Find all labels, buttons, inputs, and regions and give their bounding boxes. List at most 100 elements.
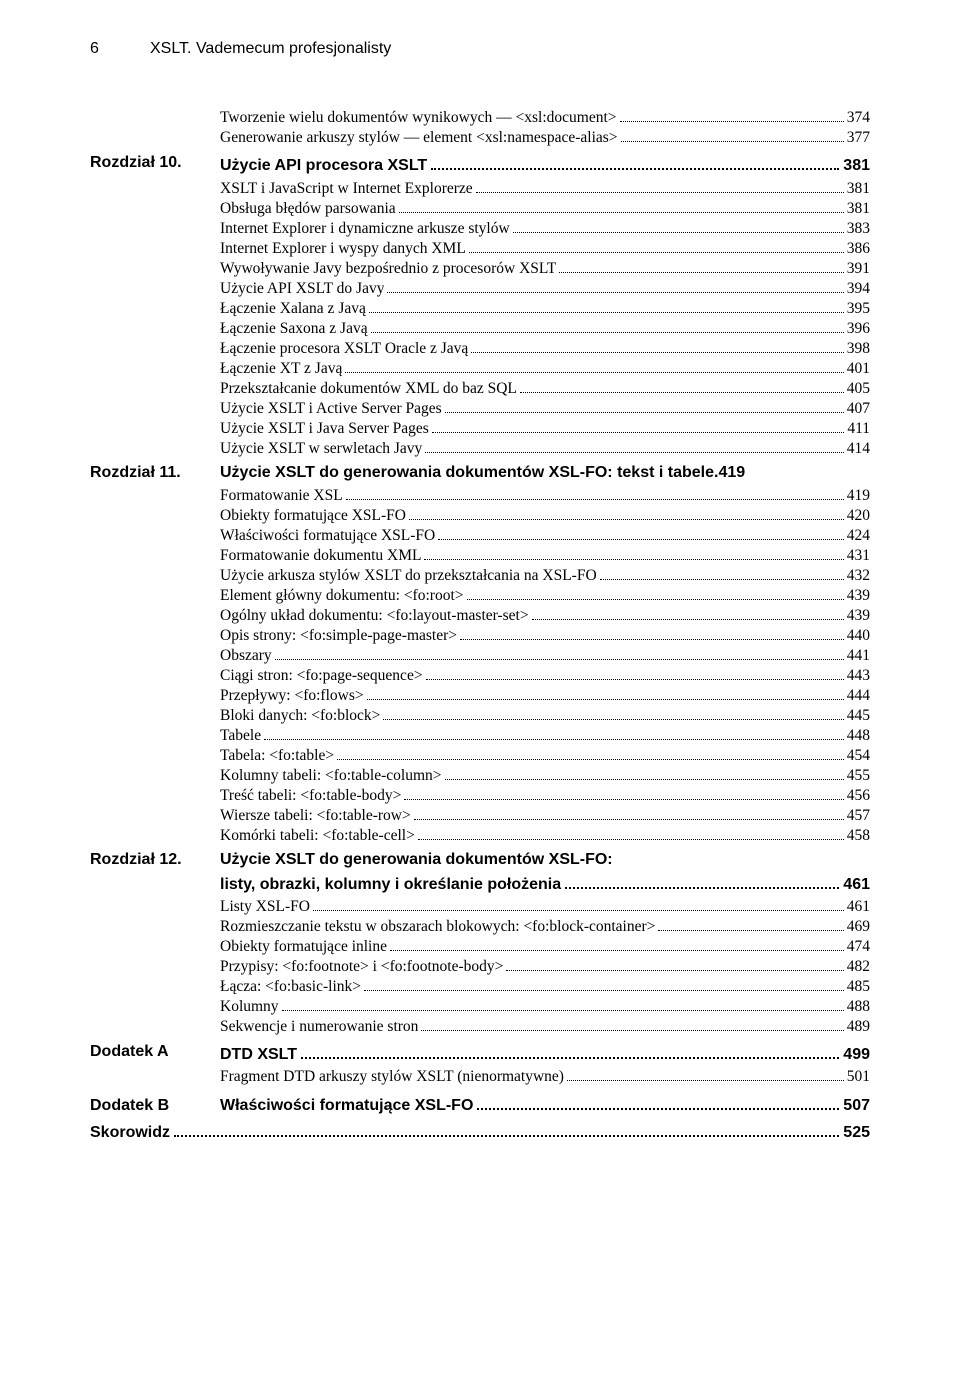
entry-text: Przekształcanie dokumentów XML do baz SQ…: [220, 379, 517, 399]
chapter-section: Rozdział 10.Użycie API procesora XSLT381…: [90, 154, 870, 458]
toc-entry: Formatowanie dokumentu XML431: [220, 545, 870, 565]
entry-text: Obsługa błędów parsowania: [220, 199, 396, 219]
leaders: [431, 154, 839, 170]
toc-entry: Obiekty formatujące inline474: [220, 937, 870, 957]
entry-page: 396: [847, 319, 870, 339]
entry-page: 482: [847, 957, 870, 977]
chapter-title: Użycie XSLT do generowania dokumentów XS…: [220, 464, 714, 482]
chapter-label: Rozdział 11.: [90, 464, 220, 845]
entry-text: Obszary: [220, 646, 272, 666]
leaders: [432, 418, 845, 432]
toc-entry: Internet Explorer i wyspy danych XML386: [220, 238, 870, 258]
entry-page: 485: [847, 977, 870, 997]
appendix-b-title: Właściwości formatujące XSL-FO: [220, 1097, 473, 1115]
toc-entry: Obiekty formatujące XSL-FO420: [220, 505, 870, 525]
toc-entry: Właściwości formatujące XSL-FO424: [220, 525, 870, 545]
leaders: [469, 238, 844, 252]
leaders: [390, 937, 844, 951]
leaders: [264, 725, 844, 739]
entry-page: 444: [847, 686, 870, 706]
leaders: [301, 1043, 839, 1059]
chapter-title-line1: Użycie XSLT do generowania dokumentów XS…: [220, 851, 870, 869]
entry-text: Kolumny tabeli: <fo:table-column>: [220, 766, 442, 786]
entry-text: Łączenie XT z Javą: [220, 359, 342, 379]
leaders: [460, 625, 844, 639]
entry-page: 469: [847, 917, 870, 937]
chapter-subtitle: listy, obrazki, kolumny i określanie poł…: [220, 876, 561, 894]
chapter-label: Dodatek A: [90, 1043, 220, 1087]
toc-entry: Łączenie XT z Javą401: [220, 358, 870, 378]
chapter-label: Rozdział 12.: [90, 851, 220, 1036]
toc-entry: Rozmieszczanie tekstu w obszarach blokow…: [220, 917, 870, 937]
appendix-b-page: 507: [843, 1097, 870, 1115]
leaders: [387, 278, 843, 292]
pre-entries: Tworzenie wielu dokumentów wynikowych — …: [220, 108, 870, 148]
toc-entry: Treść tabeli: <fo:table-body>456: [220, 785, 870, 805]
entry-text: Obiekty formatujące XSL-FO: [220, 506, 406, 526]
entry-page: 448: [847, 726, 870, 746]
entry-page: 405: [847, 379, 870, 399]
leaders: [600, 565, 844, 579]
chapter-title-row: DTD XSLT499: [220, 1043, 870, 1064]
entry-text: XSLT i JavaScript w Internet Explorerze: [220, 179, 473, 199]
leaders: [658, 917, 843, 931]
entry-text: Użycie XSLT i Active Server Pages: [220, 399, 442, 419]
entry-page: 395: [847, 299, 870, 319]
entry-text: Tworzenie wielu dokumentów wynikowych — …: [220, 108, 617, 128]
chapter-page: 419: [718, 464, 745, 482]
leaders: [426, 665, 844, 679]
leaders: [471, 338, 843, 352]
leaders: [313, 897, 844, 911]
entry-page: 489: [847, 1017, 870, 1037]
toc-entry: Użycie XSLT w serwletach Javy414: [220, 438, 870, 458]
toc-entry: Wiersze tabeli: <fo:table-row> 457: [220, 805, 870, 825]
empty-label: [90, 108, 220, 148]
leaders: [409, 505, 844, 519]
entry-page: 374: [847, 108, 870, 128]
entry-text: Obiekty formatujące inline: [220, 937, 387, 957]
leaders: [445, 765, 844, 779]
chapter-body: Użycie XSLT do generowania dokumentów XS…: [220, 464, 870, 845]
toc-entry: Tabele448: [220, 725, 870, 745]
entry-text: Łączenie procesora XSLT Oracle z Javą: [220, 339, 468, 359]
appendix-b-label: Dodatek B: [90, 1097, 220, 1115]
toc-entry: Sekwencje i numerowanie stron489: [220, 1017, 870, 1037]
entry-page: 458: [847, 826, 870, 846]
toc-entry: Użycie API XSLT do Javy394: [220, 278, 870, 298]
toc-entry: Przepływy: <fo:flows>444: [220, 685, 870, 705]
leaders: [559, 258, 843, 272]
entry-page: 457: [847, 806, 870, 826]
leaders: [418, 825, 844, 839]
entry-page: 424: [847, 526, 870, 546]
toc-entry: Użycie arkusza stylów XSLT do przekształ…: [220, 565, 870, 585]
entry-page: 441: [847, 646, 870, 666]
entry-text: Wiersze tabeli: <fo:table-row>: [220, 806, 411, 826]
toc-entry: Przypisy: <fo:footnote> i <fo:footnote-b…: [220, 957, 870, 977]
toc-entry: Użycie XSLT i Active Server Pages 407: [220, 398, 870, 418]
chapter-body: Użycie XSLT do generowania dokumentów XS…: [220, 851, 870, 1036]
entry-text: Internet Explorer i dynamiczne arkusze s…: [220, 219, 510, 239]
toc-entry: Łącza: <fo:basic-link>485: [220, 977, 870, 997]
entry-text: Fragment DTD arkuszy stylów XSLT (nienor…: [220, 1067, 564, 1087]
entry-text: Ciągi stron: <fo:page-sequence>: [220, 666, 423, 686]
leaders: [337, 745, 844, 759]
chapter-title-row: Użycie XSLT do generowania dokumentów XS…: [220, 464, 870, 482]
leaders: [477, 1093, 839, 1109]
header-book-title: XSLT. Vademecum profesjonalisty: [150, 40, 870, 58]
page-number: 6: [90, 40, 150, 58]
toc-entry: Przekształcanie dokumentów XML do baz SQ…: [220, 378, 870, 398]
leaders: [567, 1067, 844, 1081]
leaders: [425, 438, 843, 452]
leaders: [445, 398, 844, 412]
entry-page: 439: [847, 606, 870, 626]
entry-page: 386: [847, 239, 870, 259]
leaders: [383, 705, 843, 719]
chapter-section: Rozdział 11.Użycie XSLT do generowania d…: [90, 464, 870, 845]
toc-entry: Element główny dokumentu: <fo:root>439: [220, 585, 870, 605]
entry-text: Przypisy: <fo:footnote> i <fo:footnote-b…: [220, 957, 503, 977]
toc-entry: Łączenie procesora XSLT Oracle z Javą398: [220, 338, 870, 358]
entry-text: Formatowanie dokumentu XML: [220, 546, 421, 566]
toc-entry: Użycie XSLT i Java Server Pages411: [220, 418, 870, 438]
toc-entry: Formatowanie XSL419: [220, 485, 870, 505]
entry-page: 407: [847, 399, 870, 419]
